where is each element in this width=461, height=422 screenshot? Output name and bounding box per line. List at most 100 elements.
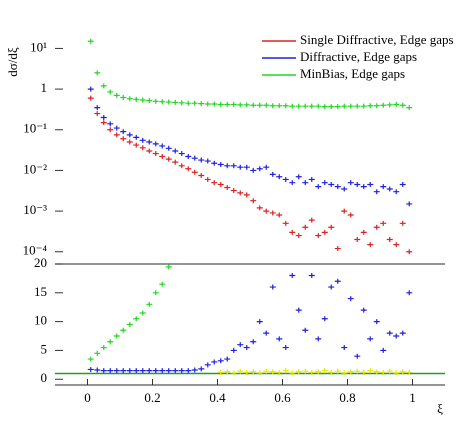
data-point [354,237,361,243]
y-tick-label: 10¹ [30,39,47,54]
data-point [243,369,250,375]
data-point [230,163,237,169]
data-point [276,336,283,342]
data-point [328,284,335,290]
data-point [334,368,341,374]
data-point [146,368,153,374]
data-point [263,164,270,170]
data-point [152,290,159,296]
data-point [237,342,244,348]
data-point [87,95,94,101]
data-point [107,339,114,345]
y-tick-label: 5 [41,341,48,356]
data-point [321,104,328,110]
data-point [165,264,172,270]
data-point [360,369,367,375]
data-point [100,120,107,126]
data-point [224,369,231,375]
data-point [87,356,94,362]
data-point [321,229,328,235]
data-point [354,353,361,359]
data-point [341,103,348,109]
y-tick-label: 0 [41,370,48,385]
x-axis-label: ξ [437,401,443,416]
legend-label: MinBias, Edge gaps [300,66,405,81]
data-point [172,159,179,165]
data-point [321,316,328,322]
data-point [276,212,283,218]
data-point [302,180,309,186]
data-point [360,229,367,235]
data-point [347,296,354,302]
data-point [133,134,140,140]
data-point [373,189,380,195]
data-point [120,95,127,101]
x-tick-label: 0.8 [339,390,355,405]
data-point [94,111,101,117]
data-point [282,176,289,182]
data-point [354,368,361,374]
data-point [334,104,341,110]
data-point [276,174,283,180]
data-point [269,210,276,216]
data-point [289,103,296,109]
data-point [152,368,159,374]
data-point [185,368,192,374]
data-point [230,370,237,376]
data-point [178,368,185,374]
data-point [159,368,166,374]
y-tick-label: 10⁻² [23,161,47,176]
data-point [94,105,101,111]
data-point [139,97,146,103]
data-point [367,182,374,188]
data-point [172,148,179,154]
x-tick-label: 1 [409,390,416,405]
data-point [133,96,140,102]
data-point [334,278,341,284]
data-point [276,369,283,375]
data-point [107,127,114,133]
data-point [204,362,211,368]
y-tick-label: 10⁻¹ [23,121,47,136]
data-point [373,103,380,109]
data-point [250,339,257,345]
data-point [399,369,406,375]
data-point [243,164,250,170]
data-point [100,115,107,121]
data-point [165,368,172,374]
data-point [263,208,270,214]
data-point [159,281,166,287]
data-point [211,180,218,186]
x-tick-label: 0.2 [144,390,160,405]
y-tick-label: 20 [34,255,47,270]
data-point [230,188,237,194]
data-point [120,136,127,142]
data-point [347,103,354,109]
data-point [373,369,380,375]
data-point [282,368,289,374]
y-tick-label: 10⁻³ [23,202,47,217]
data-point [191,155,198,161]
data-point [256,102,263,108]
data-point [386,102,393,108]
data-point [165,156,172,162]
data-point [380,102,387,108]
data-point [380,347,387,353]
data-point [315,103,322,109]
data-point [328,224,335,230]
data-point [113,125,120,131]
data-point [367,368,374,374]
data-point [146,98,153,104]
data-point [217,161,224,167]
data-point [256,319,263,325]
data-point [87,86,94,92]
data-point [289,229,296,235]
data-point [198,366,205,372]
data-point [211,359,218,365]
data-point [380,220,387,226]
data-point [165,99,172,105]
data-point [165,145,172,151]
data-point [133,142,140,148]
data-point [289,370,296,376]
data-point [243,102,250,108]
